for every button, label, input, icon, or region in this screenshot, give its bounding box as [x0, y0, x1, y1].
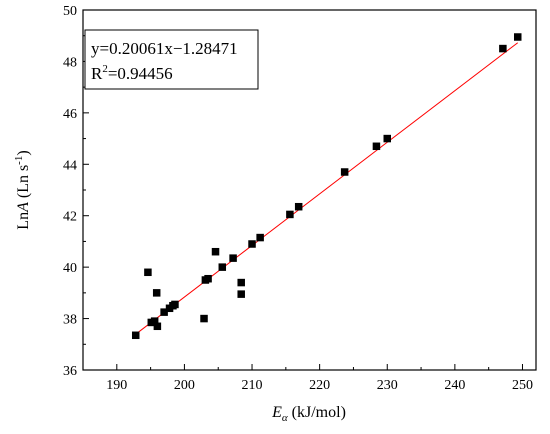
data-point — [340, 168, 349, 176]
data-point — [383, 134, 392, 143]
fit-line — [135, 42, 519, 335]
x-tick-label: 210 — [242, 378, 263, 393]
data-point — [237, 278, 245, 287]
fit-r-squared: R2=0.94456 — [91, 63, 173, 83]
data-point — [237, 290, 245, 298]
data-point — [131, 331, 140, 340]
x-tick-label: 200 — [174, 378, 195, 393]
x-tick-label: 220 — [309, 378, 330, 393]
data-point — [200, 314, 208, 323]
fit-equation: y=0.20061x−1.28471 — [91, 39, 238, 58]
data-point — [256, 233, 264, 242]
data-point — [150, 317, 159, 325]
data-point — [229, 254, 237, 262]
y-tick-label: 36 — [63, 364, 77, 379]
data-point — [294, 202, 303, 211]
data-point — [286, 210, 294, 219]
equation-box-frame — [84, 29, 259, 90]
y-tick-label: 46 — [63, 107, 77, 122]
data-point — [499, 44, 507, 53]
y-tick-label: 42 — [63, 210, 77, 225]
x-tick-label: 240 — [444, 378, 465, 393]
data-point — [144, 268, 152, 277]
y-tick-label: 50 — [63, 4, 77, 19]
x-tick-label: 230 — [377, 378, 398, 393]
data-points — [131, 33, 522, 340]
y-tick-label: 38 — [63, 313, 77, 328]
data-point — [372, 142, 381, 151]
data-point — [248, 240, 256, 248]
y-tick-label: 44 — [63, 158, 77, 173]
fit-line-layer — [135, 42, 519, 335]
x-tick-label: 190 — [106, 378, 127, 393]
y-tick-label: 48 — [63, 55, 77, 70]
data-point — [513, 33, 522, 41]
x-axis-title: Eα (kJ/mol) — [271, 404, 346, 424]
axis-tick-labels: 190 200 210 220 230 240 250 36 38 40 42 44 46 48 50 — [63, 4, 533, 393]
data-point — [218, 263, 227, 271]
axis-ticks — [83, 9, 523, 371]
y-axis-title: LnA (Ln s-1) — [13, 150, 32, 229]
y-tick-label: 40 — [63, 261, 77, 276]
data-point — [204, 274, 212, 283]
data-point — [171, 300, 179, 309]
data-point — [152, 289, 161, 297]
data-point — [153, 322, 162, 331]
data-point — [211, 247, 220, 256]
x-tick-label: 250 — [512, 378, 533, 393]
data-point — [160, 308, 168, 316]
equation-box: y=0.20061x−1.28471 R2=0.94456 — [84, 29, 259, 90]
